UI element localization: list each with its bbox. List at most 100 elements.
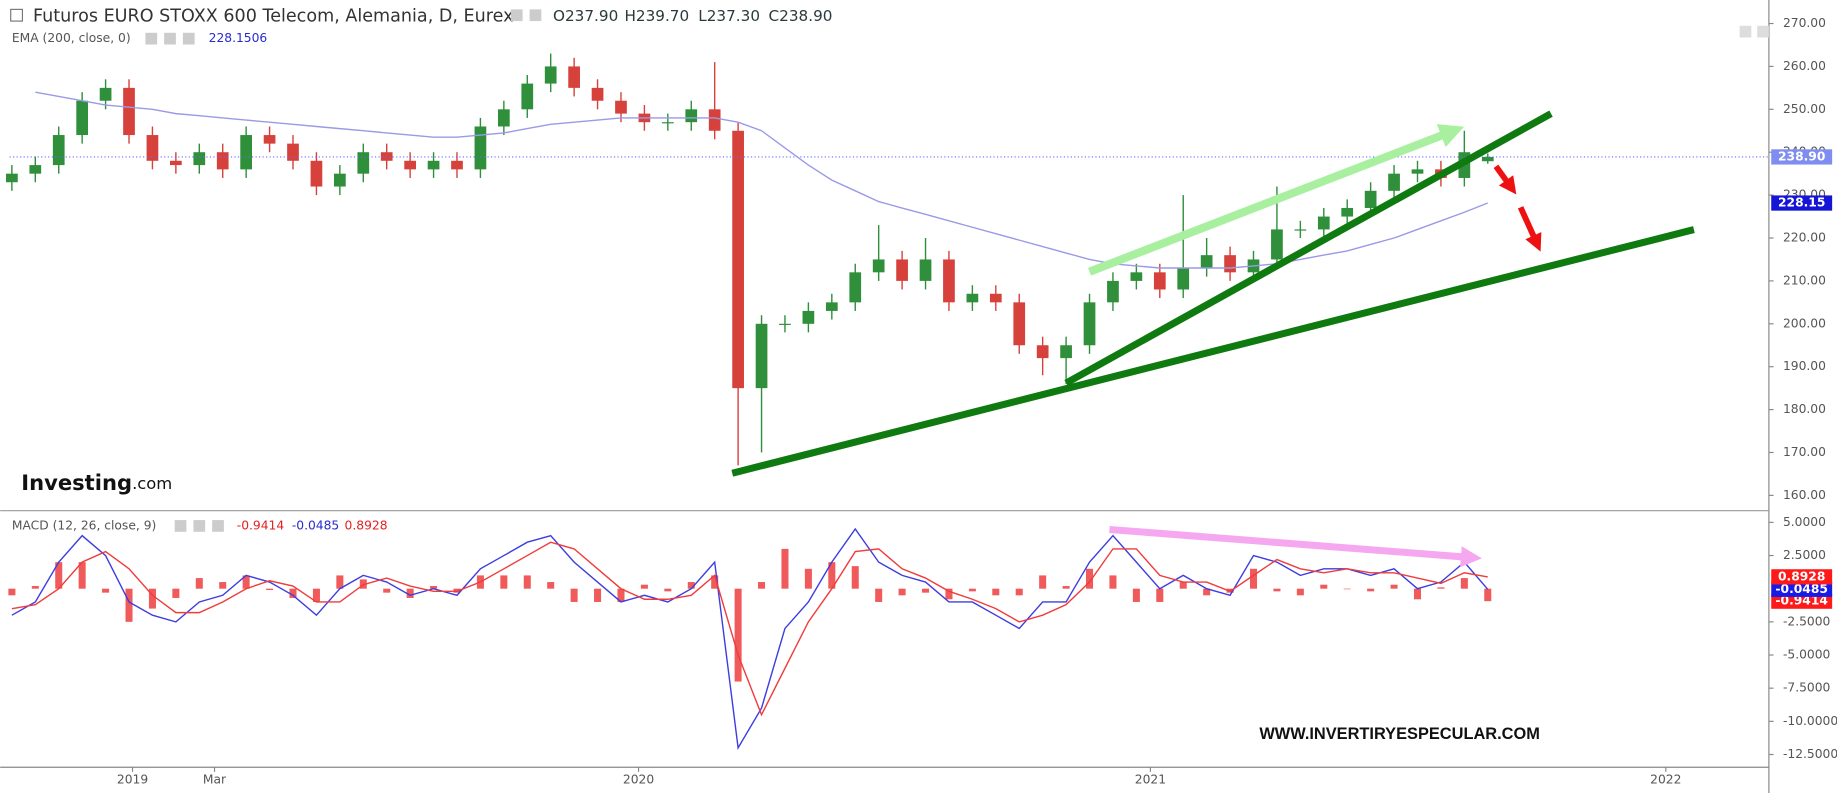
pane-button[interactable] bbox=[1757, 25, 1769, 38]
line-series bbox=[35, 91, 1489, 269]
candle-body bbox=[52, 135, 65, 166]
candle-body bbox=[497, 109, 510, 127]
histogram-bar bbox=[125, 588, 133, 622]
histogram-bar bbox=[383, 588, 391, 593]
candle-body bbox=[943, 259, 955, 303]
histogram-bar bbox=[1249, 568, 1258, 589]
candle-body bbox=[29, 165, 42, 174]
last-price-label-box bbox=[1771, 149, 1833, 165]
histogram-bar bbox=[1086, 568, 1094, 589]
histogram-bar bbox=[1367, 588, 1375, 592]
histogram-bar bbox=[570, 588, 578, 602]
histogram-bar bbox=[594, 588, 602, 602]
watermark: WWW.INVERTIRYESPECULAR.COM bbox=[1259, 725, 1540, 743]
trend-line bbox=[731, 226, 1695, 477]
candle-body bbox=[1317, 216, 1330, 230]
candle-body bbox=[1200, 255, 1213, 269]
histogram-bar bbox=[1062, 586, 1070, 589]
candle-body bbox=[474, 126, 487, 170]
histogram-bar bbox=[1015, 588, 1023, 596]
candle-body bbox=[333, 173, 346, 187]
y-tick-label: 220.00 bbox=[1783, 231, 1826, 245]
histogram-bar bbox=[851, 566, 859, 589]
legend-icon[interactable] bbox=[182, 32, 195, 45]
candle-body bbox=[1153, 272, 1166, 290]
histogram-bar bbox=[102, 588, 110, 593]
candle-body bbox=[427, 160, 440, 170]
legend-icon[interactable] bbox=[164, 32, 176, 45]
candle-body bbox=[170, 160, 182, 166]
candle-body bbox=[755, 323, 768, 389]
y-tick-label: 210.00 bbox=[1783, 273, 1826, 287]
candle-body bbox=[708, 109, 721, 131]
candle-body bbox=[966, 293, 979, 303]
histogram-bar bbox=[523, 575, 531, 589]
histogram-bar bbox=[1109, 575, 1117, 589]
histogram-bar bbox=[430, 586, 438, 589]
legend-icon[interactable] bbox=[174, 520, 187, 532]
y-tick-label: -12.5000 bbox=[1783, 747, 1837, 761]
y-tick-label: -7.5000 bbox=[1783, 681, 1830, 695]
legend-icon[interactable] bbox=[212, 520, 224, 532]
candle-body bbox=[568, 66, 580, 88]
series-value-label: -0.0485 bbox=[1775, 582, 1828, 596]
histogram-bar bbox=[1273, 588, 1281, 592]
y-tick-label: 180.00 bbox=[1783, 402, 1826, 416]
histogram-bar bbox=[266, 588, 274, 591]
histogram-bar bbox=[1039, 575, 1047, 589]
candle-body bbox=[591, 87, 604, 101]
last-price-label: 238.90 bbox=[1778, 149, 1825, 163]
settings-icon[interactable] bbox=[510, 9, 523, 22]
histogram-bar bbox=[336, 575, 344, 589]
series-value-label: 228.15 bbox=[1778, 196, 1825, 210]
y-tick-label: 260.00 bbox=[1783, 59, 1826, 73]
histogram-bar bbox=[1343, 588, 1351, 590]
candle-body bbox=[1060, 345, 1072, 359]
macd-value: -0.0485 bbox=[292, 518, 339, 532]
x-tick-label: Mar bbox=[203, 773, 227, 787]
candle-body bbox=[825, 302, 838, 311]
candle-body bbox=[1294, 229, 1307, 231]
y-tick-label: 160.00 bbox=[1783, 488, 1826, 502]
candle-body bbox=[310, 160, 323, 187]
y-tick-label: 2.5000 bbox=[1783, 548, 1826, 562]
candle-body bbox=[1271, 229, 1283, 260]
histogram-bar bbox=[406, 588, 414, 598]
pane-button[interactable] bbox=[1739, 25, 1752, 38]
down-arrow bbox=[1493, 164, 1517, 195]
histogram-bar bbox=[828, 562, 836, 589]
histogram-bar bbox=[1390, 584, 1398, 589]
y-tick-label: 5.0000 bbox=[1783, 515, 1826, 529]
drawings bbox=[731, 110, 1695, 568]
logo-suffix: .com bbox=[132, 473, 172, 492]
histogram-bar bbox=[547, 582, 555, 589]
candle-body bbox=[1411, 169, 1424, 174]
histogram-bar bbox=[734, 588, 742, 682]
candle-body bbox=[76, 100, 89, 136]
hide-icon[interactable] bbox=[529, 9, 542, 22]
candle-body bbox=[1083, 302, 1096, 346]
candle-body bbox=[802, 310, 815, 324]
histogram-bar bbox=[312, 588, 320, 602]
candle-body bbox=[919, 259, 932, 281]
candle-body bbox=[1388, 173, 1400, 191]
histogram-bar bbox=[78, 562, 86, 589]
candle-body bbox=[779, 323, 791, 325]
candle-body bbox=[123, 87, 135, 136]
legend-icon[interactable] bbox=[193, 520, 206, 532]
histogram-bar bbox=[1460, 578, 1468, 589]
ohlc-low: L237.30 bbox=[698, 7, 760, 25]
collapse-icon[interactable] bbox=[10, 8, 24, 22]
candle-body bbox=[99, 87, 112, 101]
legend-icon[interactable] bbox=[145, 32, 158, 45]
histogram-bar bbox=[172, 588, 180, 598]
histogram-bar bbox=[31, 586, 39, 589]
down-arrow bbox=[1517, 206, 1542, 252]
candle-body bbox=[521, 83, 534, 110]
ema-legend: EMA (200, close, 0) bbox=[12, 31, 131, 45]
histogram-bar bbox=[875, 588, 883, 602]
candle-body bbox=[1224, 255, 1236, 273]
candle-body bbox=[6, 173, 18, 183]
candle-body bbox=[685, 109, 698, 123]
histogram-bar bbox=[804, 568, 812, 589]
